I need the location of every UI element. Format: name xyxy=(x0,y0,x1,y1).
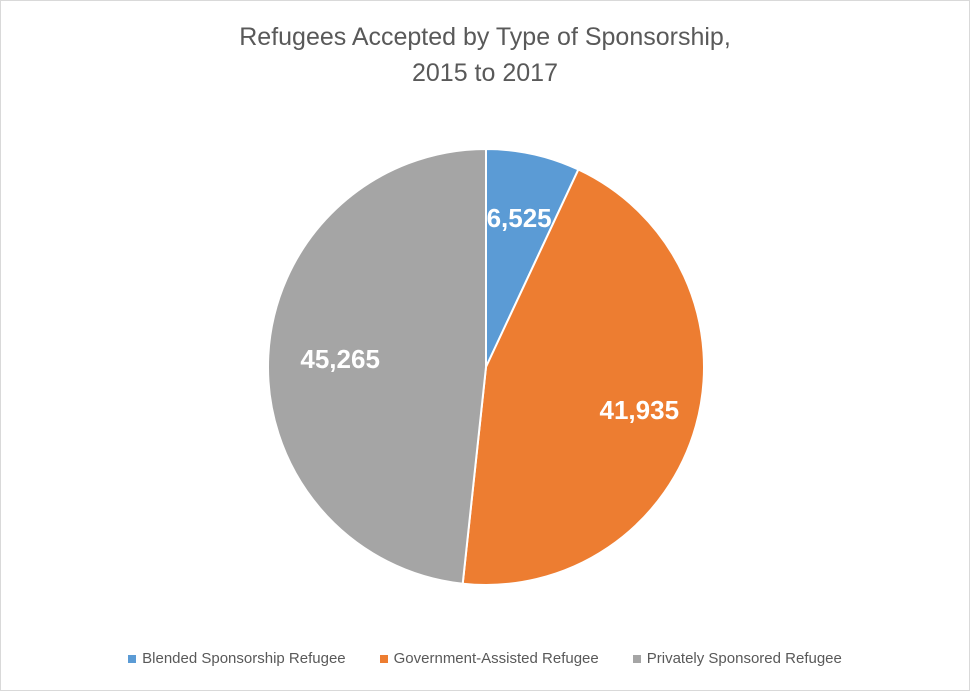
data-label-private: 45,265 xyxy=(300,344,380,374)
legend-item-government: Government-Assisted Refugee xyxy=(379,650,599,667)
chart-title: Refugees Accepted by Type of Sponsorship… xyxy=(1,19,969,91)
legend-swatch-blended xyxy=(128,654,137,663)
legend-item-blended: Blended Sponsorship Refugee xyxy=(128,650,346,667)
legend-item-private: Privately Sponsored Refugee xyxy=(632,650,842,667)
legend-label-private: Privately Sponsored Refugee xyxy=(646,650,842,667)
pie-slice-private xyxy=(267,147,487,585)
data-label-blended: 6,525 xyxy=(487,203,552,233)
chart-title-line-2: 2015 to 2017 xyxy=(412,59,558,87)
legend-label-government: Government-Assisted Refugee xyxy=(393,650,599,667)
legend-swatch-private xyxy=(632,654,641,663)
legend-swatch-government xyxy=(379,654,388,663)
chart-title-line-1: Refugees Accepted by Type of Sponsorship… xyxy=(239,23,731,51)
pie-slice-government xyxy=(461,168,705,586)
data-label-government: 41,935 xyxy=(600,395,680,425)
legend: Blended Sponsorship Refugee Government-A… xyxy=(1,650,969,667)
legend-label-blended: Blended Sponsorship Refugee xyxy=(142,650,346,667)
